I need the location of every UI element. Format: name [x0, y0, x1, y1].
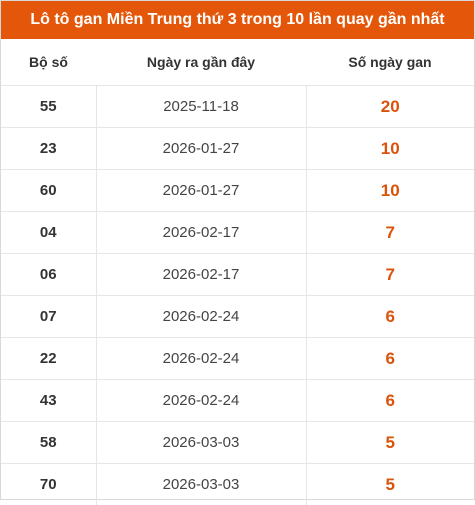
- table-title: Lô tô gan Miền Trung thứ 3 trong 10 lần …: [1, 1, 474, 39]
- row-days-gan: 5: [306, 464, 474, 505]
- header-recent-date: Ngày ra gần đây: [96, 39, 306, 86]
- table-row: 55 2025-11-18 20: [1, 86, 474, 128]
- row-number: 58: [1, 422, 96, 464]
- table-row: 23 2026-01-27 10: [1, 128, 474, 170]
- row-date: 2026-03-03: [96, 422, 306, 464]
- row-number: 04: [1, 212, 96, 254]
- row-number: 07: [1, 296, 96, 338]
- header-days-gan: Số ngày gan: [306, 39, 474, 86]
- row-days-gan: 5: [306, 422, 474, 464]
- row-number: 06: [1, 254, 96, 296]
- table-row: 04 2026-02-17 7: [1, 212, 474, 254]
- row-days-gan: 7: [306, 254, 474, 296]
- row-number: 22: [1, 338, 96, 380]
- table-row: 07 2026-02-24 6: [1, 296, 474, 338]
- row-days-gan: 20: [306, 86, 474, 128]
- row-number: 43: [1, 380, 96, 422]
- row-date: 2026-02-24: [96, 296, 306, 338]
- table-row: 58 2026-03-03 5: [1, 422, 474, 464]
- table-row: 60 2026-01-27 10: [1, 170, 474, 212]
- header-number: Bộ số: [1, 39, 96, 86]
- header-row: Bộ số Ngày ra gần đây Số ngày gan: [1, 39, 474, 86]
- gan-table: Bộ số Ngày ra gần đây Số ngày gan 55 202…: [1, 39, 474, 505]
- row-date: 2025-11-18: [96, 86, 306, 128]
- row-number: 23: [1, 128, 96, 170]
- table-row: 43 2026-02-24 6: [1, 380, 474, 422]
- row-days-gan: 6: [306, 338, 474, 380]
- row-number: 60: [1, 170, 96, 212]
- row-days-gan: 10: [306, 170, 474, 212]
- row-days-gan: 6: [306, 380, 474, 422]
- row-date: 2026-02-24: [96, 338, 306, 380]
- row-days-gan: 7: [306, 212, 474, 254]
- table-row: 06 2026-02-17 7: [1, 254, 474, 296]
- row-date: 2026-02-24: [96, 380, 306, 422]
- row-number: 55: [1, 86, 96, 128]
- row-days-gan: 6: [306, 296, 474, 338]
- row-date: 2026-02-17: [96, 254, 306, 296]
- row-date: 2026-03-03: [96, 464, 306, 505]
- table-row: 70 2026-03-03 5: [1, 464, 474, 505]
- row-number: 70: [1, 464, 96, 505]
- row-date: 2026-01-27: [96, 128, 306, 170]
- table-body: 55 2025-11-18 20 23 2026-01-27 10 60 202…: [1, 86, 474, 505]
- table-row: 22 2026-02-24 6: [1, 338, 474, 380]
- table-header: Bộ số Ngày ra gần đây Số ngày gan: [1, 39, 474, 86]
- row-date: 2026-01-27: [96, 170, 306, 212]
- row-date: 2026-02-17: [96, 212, 306, 254]
- row-days-gan: 10: [306, 128, 474, 170]
